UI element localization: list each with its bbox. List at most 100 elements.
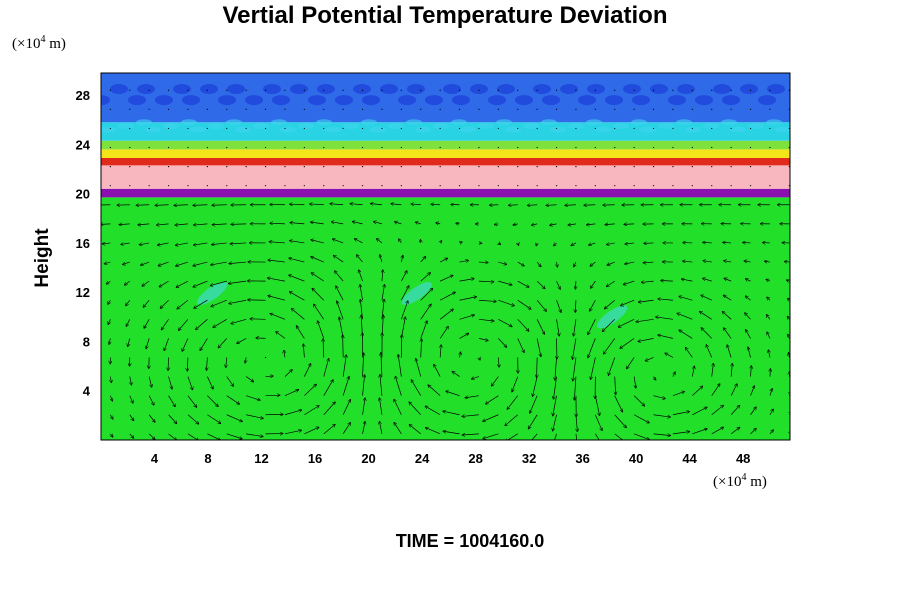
cyan-patch	[775, 126, 790, 133]
vector-dot	[284, 185, 286, 187]
wind-vector	[339, 317, 344, 339]
wind-vector	[536, 319, 544, 334]
wind-vector	[483, 433, 499, 439]
vector-dot	[711, 108, 713, 110]
wind-vector	[692, 386, 702, 396]
blue-patch	[137, 84, 155, 95]
wind-vector	[421, 339, 422, 358]
vector-dot	[555, 165, 558, 168]
vector-dot	[575, 89, 577, 91]
wind-vector	[284, 350, 285, 358]
wind-vector	[206, 357, 207, 370]
wind-vector	[460, 352, 461, 358]
wind-vector	[350, 204, 363, 205]
wind-vector	[618, 318, 635, 327]
wind-vector	[126, 319, 131, 326]
wind-vector	[465, 395, 479, 398]
wind-vector	[175, 224, 188, 225]
vector-dot	[226, 165, 228, 168]
wind-vector	[623, 280, 635, 284]
wind-vector	[654, 376, 656, 380]
wind-vector	[553, 395, 557, 416]
wind-vector	[394, 399, 402, 415]
wind-vector	[462, 415, 479, 417]
layer-lower-troposphere	[101, 197, 790, 440]
vector-dot	[458, 127, 461, 130]
cyan-patch	[550, 126, 566, 133]
wind-vector	[363, 353, 364, 377]
wind-vector	[158, 261, 169, 266]
x-tick-label: 32	[522, 451, 536, 466]
wind-vector	[398, 355, 402, 377]
vector-dot	[497, 127, 499, 130]
blue-patch	[308, 95, 326, 106]
wind-vector	[401, 301, 407, 320]
x-tick-label: 20	[361, 451, 375, 466]
cyan-patch	[568, 122, 584, 129]
vector-dot	[167, 89, 170, 91]
vector-dot	[226, 89, 228, 91]
wind-vector	[456, 223, 460, 224]
wind-vector	[311, 257, 324, 263]
cyan-patch	[253, 122, 269, 129]
vector-dot	[187, 146, 189, 149]
cyan-patch	[388, 122, 404, 129]
blue-patch	[200, 84, 218, 95]
wind-vector	[129, 433, 134, 438]
vector-dot	[478, 165, 480, 168]
wind-vector	[509, 205, 518, 206]
wind-vector	[420, 257, 426, 263]
wind-vector	[602, 319, 615, 331]
wind-vector	[323, 339, 324, 358]
wind-vector	[211, 261, 227, 265]
vector-dot	[400, 165, 402, 168]
y-tick-label: 24	[76, 137, 91, 152]
wind-vector	[679, 296, 693, 301]
vector-dot	[439, 89, 441, 91]
wind-vector	[436, 223, 441, 224]
wind-vector	[788, 334, 790, 339]
vector-dot	[633, 185, 635, 187]
vector-dot	[730, 127, 732, 130]
wind-vector	[574, 376, 576, 400]
wind-vector	[108, 319, 110, 324]
wind-vector	[607, 280, 615, 286]
wind-vector	[336, 286, 344, 301]
vector-dot	[323, 127, 325, 130]
cyan-patch	[163, 122, 179, 129]
wind-vector	[636, 318, 654, 322]
vector-dot	[167, 146, 170, 149]
wind-vector	[290, 241, 305, 244]
wind-vector	[672, 432, 689, 435]
vector-dot	[420, 185, 422, 187]
blue-patch	[542, 95, 560, 106]
wind-vector	[337, 301, 344, 320]
vector-dot	[769, 185, 771, 187]
vector-dot	[264, 185, 267, 187]
wind-vector	[682, 279, 693, 282]
wind-vector	[712, 364, 714, 377]
wind-vector	[382, 270, 383, 282]
wind-vector	[168, 433, 177, 440]
blue-patch	[173, 84, 191, 95]
vector-dot	[555, 146, 558, 149]
wind-vector	[187, 376, 193, 390]
vector-dot	[458, 185, 461, 187]
vector-dot	[420, 127, 422, 130]
blue-patch	[245, 95, 263, 106]
wind-vector	[439, 258, 447, 263]
wind-vector	[724, 328, 732, 339]
wind-vector	[176, 261, 189, 266]
wind-vector	[643, 262, 654, 263]
vector-dot	[109, 165, 111, 168]
wind-vector	[381, 299, 384, 320]
blue-patch	[110, 84, 128, 95]
vector-dot	[594, 127, 596, 130]
wind-vector	[200, 338, 208, 350]
wind-vector	[440, 275, 453, 282]
wind-vector	[342, 377, 349, 396]
wind-vector	[157, 224, 169, 225]
vector-dot	[187, 185, 189, 187]
vector-dot	[575, 146, 577, 149]
cyan-patch	[415, 126, 431, 133]
